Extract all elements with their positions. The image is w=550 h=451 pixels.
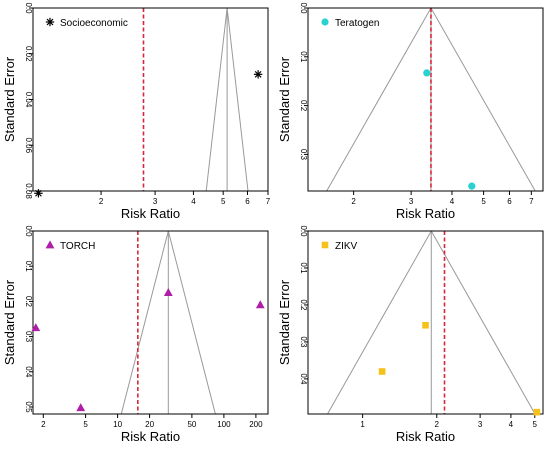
legend-label: TORCH <box>60 241 95 252</box>
funnel-plot-teratogen: 2 3 4 5 6 7 0.0 0.1 0.2 0.3 Risk Ratio Standard Err… <box>275 0 550 228</box>
x-tick-label: 2 <box>351 197 356 206</box>
legend-label: Teratogen <box>335 18 379 29</box>
legend-marker <box>321 241 329 249</box>
data-point <box>34 189 43 198</box>
y-tick-label: 0.0 <box>299 2 308 14</box>
x-tick-label: 100 <box>217 420 231 429</box>
chart-svg-zikv: 1 2 3 4 5 0.0 0.1 0.2 0.3 0.4 Risk Ratio Standard E… <box>277 225 544 444</box>
x-tick-label: 200 <box>249 420 263 429</box>
chart-svg-socioeconomic: 2 3 4 5 6 7 0.0 0.02 0.04 0.06 0.08 Risk Ratio Stand… <box>2 2 271 221</box>
data-point <box>422 321 429 329</box>
data-point <box>163 287 173 296</box>
y-axis-label: Standard Error <box>277 279 292 365</box>
legend-marker <box>321 18 329 26</box>
x-axis-label: Risk Ratio <box>396 429 455 444</box>
x-tick-label: 3 <box>153 197 158 206</box>
y-tick-label: 0.3 <box>299 336 308 348</box>
funnel-plot-torch: 2 5 10 20 50 100 200 0.0 0.1 0.2 0.3 0.4 0.5 Risk Rat… <box>0 223 275 451</box>
data-point <box>468 182 476 190</box>
y-tick-label: 0.04 <box>24 92 33 108</box>
x-tick-label: 7 <box>529 197 534 206</box>
legend-marker <box>45 240 55 249</box>
y-tick-label: 0.1 <box>24 261 33 273</box>
y-axis-label: Standard Error <box>277 56 292 142</box>
y-tick-label: 0.06 <box>24 137 33 153</box>
data-point <box>31 323 41 332</box>
y-tick-label: 0.5 <box>24 401 33 413</box>
y-tick-label: 0.4 <box>299 373 308 385</box>
data-point <box>533 408 541 416</box>
y-tick-label: 0.1 <box>299 262 308 274</box>
funnel-plot-zikv: 1 2 3 4 5 0.0 0.1 0.2 0.3 0.4 Risk Ratio Standard E… <box>275 223 550 451</box>
x-tick-label: 6 <box>245 197 250 206</box>
y-tick-label: 0.2 <box>299 299 308 311</box>
x-axis-label: Risk Ratio <box>396 206 455 221</box>
x-tick-label: 3 <box>478 420 483 429</box>
plot-frame <box>307 230 544 415</box>
x-tick-label: 4 <box>191 197 196 206</box>
legend-marker <box>45 17 55 27</box>
y-tick-label: 0.2 <box>24 296 33 308</box>
y-tick-label: 0.2 <box>299 100 308 112</box>
x-tick-label: 20 <box>145 420 154 429</box>
chart-svg-teratogen: 2 3 4 5 6 7 0.0 0.1 0.2 0.3 Risk Ratio Standard Err… <box>277 2 544 221</box>
y-tick-label: 0.1 <box>299 51 308 63</box>
x-tick-label: 6 <box>507 197 512 206</box>
data-point <box>76 403 86 412</box>
y-tick-label: 0.0 <box>299 225 308 237</box>
x-tick-label: 3 <box>409 197 414 206</box>
plot-frame <box>32 7 269 192</box>
x-axis-label: Risk Ratio <box>121 429 180 444</box>
y-tick-label: 0.02 <box>24 46 33 62</box>
y-tick-label: 0.0 <box>24 2 33 14</box>
chart-svg-torch: 2 5 10 20 50 100 200 0.0 0.1 0.2 0.3 0.4 0.5 Risk Rat… <box>2 225 269 444</box>
data-point <box>378 368 386 375</box>
plot-frame <box>307 7 544 192</box>
x-tick-label: 4 <box>509 420 514 429</box>
x-axis-label: Risk Ratio <box>121 206 180 221</box>
funnel-plot-socioeconomic: 2 3 4 5 6 7 0.0 0.02 0.04 0.06 0.08 Risk Ratio Stand… <box>0 0 275 228</box>
data-point <box>253 70 263 79</box>
x-tick-label: 2 <box>99 197 104 206</box>
y-tick-label: 0.3 <box>299 149 308 161</box>
x-tick-label: 1 <box>360 420 365 429</box>
x-tick-label: 50 <box>187 420 196 429</box>
x-tick-label: 7 <box>266 197 271 206</box>
data-point <box>423 69 431 77</box>
x-tick-label: 10 <box>113 420 122 429</box>
y-tick-label: 0.08 <box>24 183 33 199</box>
x-tick-label: 2 <box>41 420 46 429</box>
y-tick-label: 0.4 <box>24 366 33 378</box>
x-tick-label: 4 <box>450 197 455 206</box>
x-tick-label: 5 <box>533 420 538 429</box>
y-axis-label: Standard Error <box>2 279 17 365</box>
x-tick-label: 5 <box>83 420 88 429</box>
plot-frame <box>32 230 269 415</box>
y-tick-label: 0.3 <box>24 331 33 343</box>
x-tick-label: 2 <box>435 420 440 429</box>
data-point <box>255 300 265 309</box>
x-tick-label: 5 <box>221 197 226 206</box>
y-axis-label: Standard Error <box>2 56 17 142</box>
y-tick-label: 0.0 <box>24 225 33 237</box>
legend-label: ZIKV <box>335 241 358 252</box>
legend-label: Socioeconomic <box>60 18 128 29</box>
x-tick-label: 5 <box>481 197 486 206</box>
